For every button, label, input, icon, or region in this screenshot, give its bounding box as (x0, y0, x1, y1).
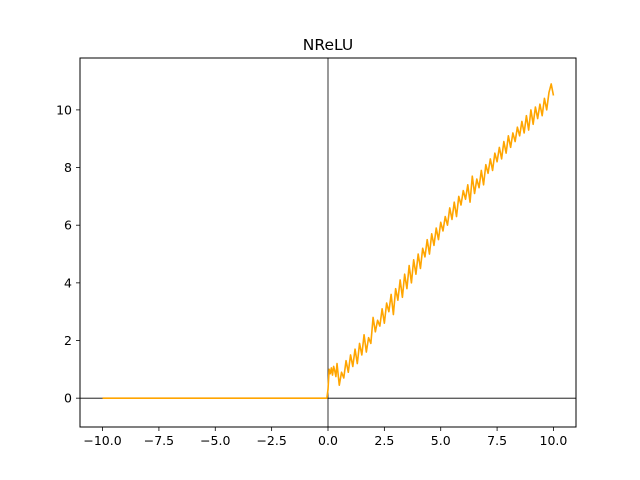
y-axis: 0 2 4 6 8 10 (56, 102, 80, 406)
x-tick-label: −5.0 (200, 433, 230, 448)
y-tick-label: 2 (64, 333, 72, 348)
y-tick-label: 8 (64, 160, 72, 175)
series-layer (102, 83, 555, 399)
x-tick-label: 2.5 (374, 433, 394, 448)
x-tick-label: −2.5 (256, 433, 286, 448)
series-line-1 (102, 83, 555, 399)
x-tick-label: 0.0 (318, 433, 338, 448)
x-tick-label: −7.5 (144, 433, 174, 448)
chart-title: NReLU (303, 36, 353, 54)
x-tick-label: 10.0 (540, 433, 568, 448)
y-tick-label: 6 (64, 218, 72, 233)
y-tick-label: 0 (64, 391, 72, 406)
x-tick-label: 5.0 (431, 433, 451, 448)
x-tick-label: −10.0 (83, 433, 121, 448)
x-tick-label: 7.5 (487, 433, 507, 448)
x-axis: −10.0 −7.5 −5.0 −2.5 0.0 2.5 5.0 7.5 10.0 (83, 427, 567, 448)
y-tick-label: 4 (64, 275, 72, 290)
y-tick-label: 10 (56, 102, 72, 117)
